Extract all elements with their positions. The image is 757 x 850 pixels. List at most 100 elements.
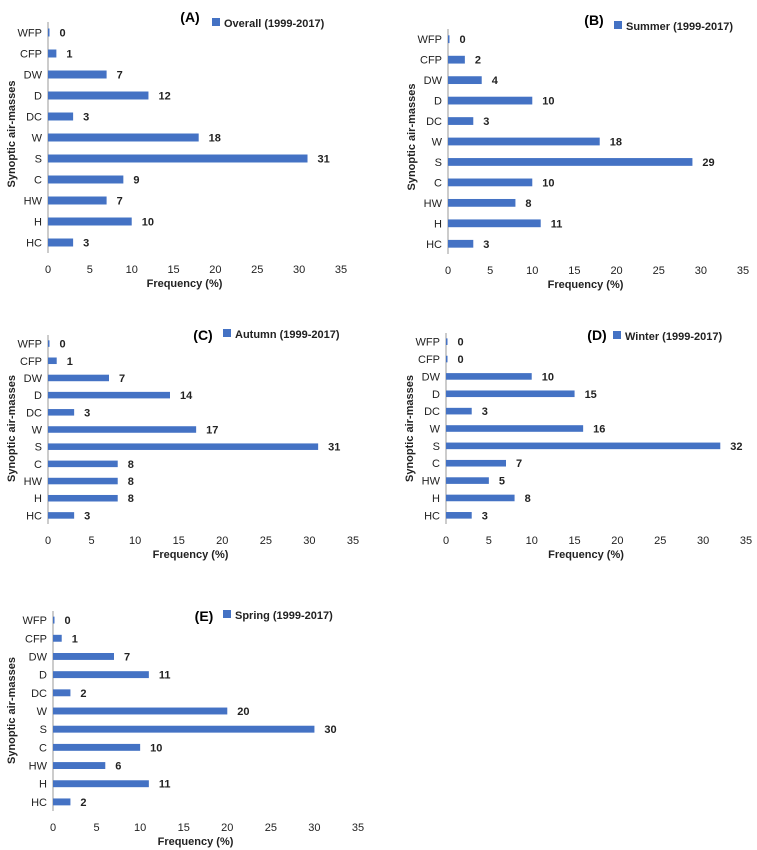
- bar: [53, 780, 149, 788]
- category-label: HW: [29, 761, 48, 773]
- bar: [48, 512, 75, 519]
- x-tick-label: 15: [167, 264, 179, 276]
- bar: [53, 707, 228, 715]
- bar: [446, 494, 515, 502]
- data-label: 31: [328, 442, 340, 454]
- category-label: D: [434, 96, 442, 108]
- category-label: HC: [424, 510, 440, 522]
- x-tick-label: 35: [335, 264, 347, 276]
- bar: [53, 798, 71, 806]
- legend-label: Autumn (1999-2017): [235, 329, 340, 341]
- data-label: 8: [525, 493, 531, 505]
- category-label: DC: [26, 407, 42, 419]
- y-axis-title: Synoptic air-masses: [6, 81, 18, 188]
- data-label: 3: [83, 112, 89, 124]
- legend-label: Overall (1999-2017): [224, 18, 325, 30]
- data-label: 11: [159, 779, 171, 791]
- category-label: D: [39, 670, 47, 682]
- category-label: DC: [31, 688, 47, 700]
- bar: [48, 28, 50, 37]
- legend-label: Summer (1999-2017): [626, 21, 733, 33]
- category-label: H: [34, 493, 42, 505]
- data-label: 9: [133, 175, 139, 187]
- bar: [48, 494, 118, 502]
- x-tick-label: 25: [265, 822, 277, 834]
- category-label: DW: [24, 373, 43, 385]
- data-label: 10: [542, 96, 554, 108]
- x-tick-label: 0: [45, 264, 51, 276]
- legend-swatch: [223, 610, 231, 618]
- panel-label: (D): [587, 327, 606, 343]
- x-tick-label: 10: [526, 265, 538, 277]
- category-label: WFP: [418, 34, 442, 46]
- x-tick-label: 30: [303, 535, 315, 547]
- bar: [446, 355, 448, 363]
- x-tick-label: 10: [126, 264, 138, 276]
- x-tick-label: 35: [352, 822, 364, 834]
- category-label: H: [432, 493, 440, 505]
- bar: [48, 49, 57, 58]
- bar: [48, 374, 109, 382]
- data-label: 5: [499, 476, 505, 488]
- x-axis-title: Frequency (%): [158, 836, 234, 848]
- bar: [448, 55, 465, 64]
- x-tick-label: 5: [486, 535, 492, 547]
- bar: [448, 158, 693, 166]
- bar: [446, 338, 448, 345]
- category-label: H: [434, 218, 442, 230]
- bar: [446, 373, 532, 380]
- data-label: 0: [60, 339, 66, 351]
- bar: [446, 390, 575, 398]
- bar: [446, 442, 721, 450]
- data-label: 10: [542, 371, 554, 383]
- bar: [48, 238, 74, 247]
- bar: [48, 409, 75, 416]
- category-label: S: [433, 441, 440, 453]
- data-label: 7: [516, 458, 522, 470]
- data-label: 0: [65, 615, 71, 627]
- x-axis-title: Frequency (%): [548, 279, 624, 291]
- y-axis-title: Synoptic air-masses: [406, 84, 418, 191]
- data-label: 0: [458, 337, 464, 349]
- category-label: W: [32, 425, 43, 437]
- data-label: 11: [159, 670, 171, 682]
- category-label: HW: [24, 476, 43, 488]
- data-label: 32: [730, 441, 742, 453]
- category-label: CFP: [25, 633, 47, 645]
- legend-swatch: [614, 21, 622, 29]
- legend-swatch: [223, 329, 231, 337]
- panel-label: (C): [193, 327, 212, 343]
- category-label: C: [34, 459, 42, 471]
- category-label: DC: [26, 112, 42, 124]
- x-tick-label: 15: [173, 535, 185, 547]
- bar: [48, 70, 107, 79]
- data-label: 0: [460, 34, 466, 46]
- data-label: 16: [593, 424, 605, 436]
- y-axis-title: Synoptic air-masses: [404, 375, 416, 482]
- category-label: W: [430, 424, 441, 436]
- category-label: C: [39, 742, 47, 754]
- data-label: 2: [475, 55, 481, 67]
- category-label: W: [432, 137, 443, 149]
- x-tick-label: 35: [737, 265, 749, 277]
- bar: [448, 35, 450, 44]
- category-label: S: [35, 442, 42, 454]
- bar: [448, 117, 474, 125]
- category-label: WFP: [416, 337, 440, 349]
- x-tick-label: 15: [568, 265, 580, 277]
- bar: [48, 477, 118, 485]
- data-label: 3: [483, 116, 489, 128]
- x-tick-label: 35: [740, 535, 752, 547]
- data-label: 18: [209, 133, 221, 145]
- bar: [448, 198, 516, 207]
- legend-label: Spring (1999-2017): [235, 610, 333, 622]
- data-label: 15: [585, 389, 597, 401]
- x-tick-label: 10: [129, 535, 141, 547]
- bar: [446, 425, 584, 432]
- x-tick-label: 10: [134, 822, 146, 834]
- bar: [448, 137, 600, 146]
